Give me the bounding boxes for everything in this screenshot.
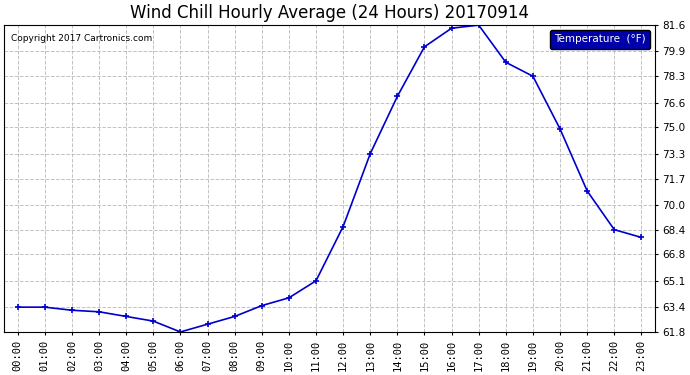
Legend: Temperature  (°F): Temperature (°F)	[550, 30, 650, 49]
Text: Copyright 2017 Cartronics.com: Copyright 2017 Cartronics.com	[10, 34, 152, 44]
Title: Wind Chill Hourly Average (24 Hours) 20170914: Wind Chill Hourly Average (24 Hours) 201…	[130, 4, 529, 22]
